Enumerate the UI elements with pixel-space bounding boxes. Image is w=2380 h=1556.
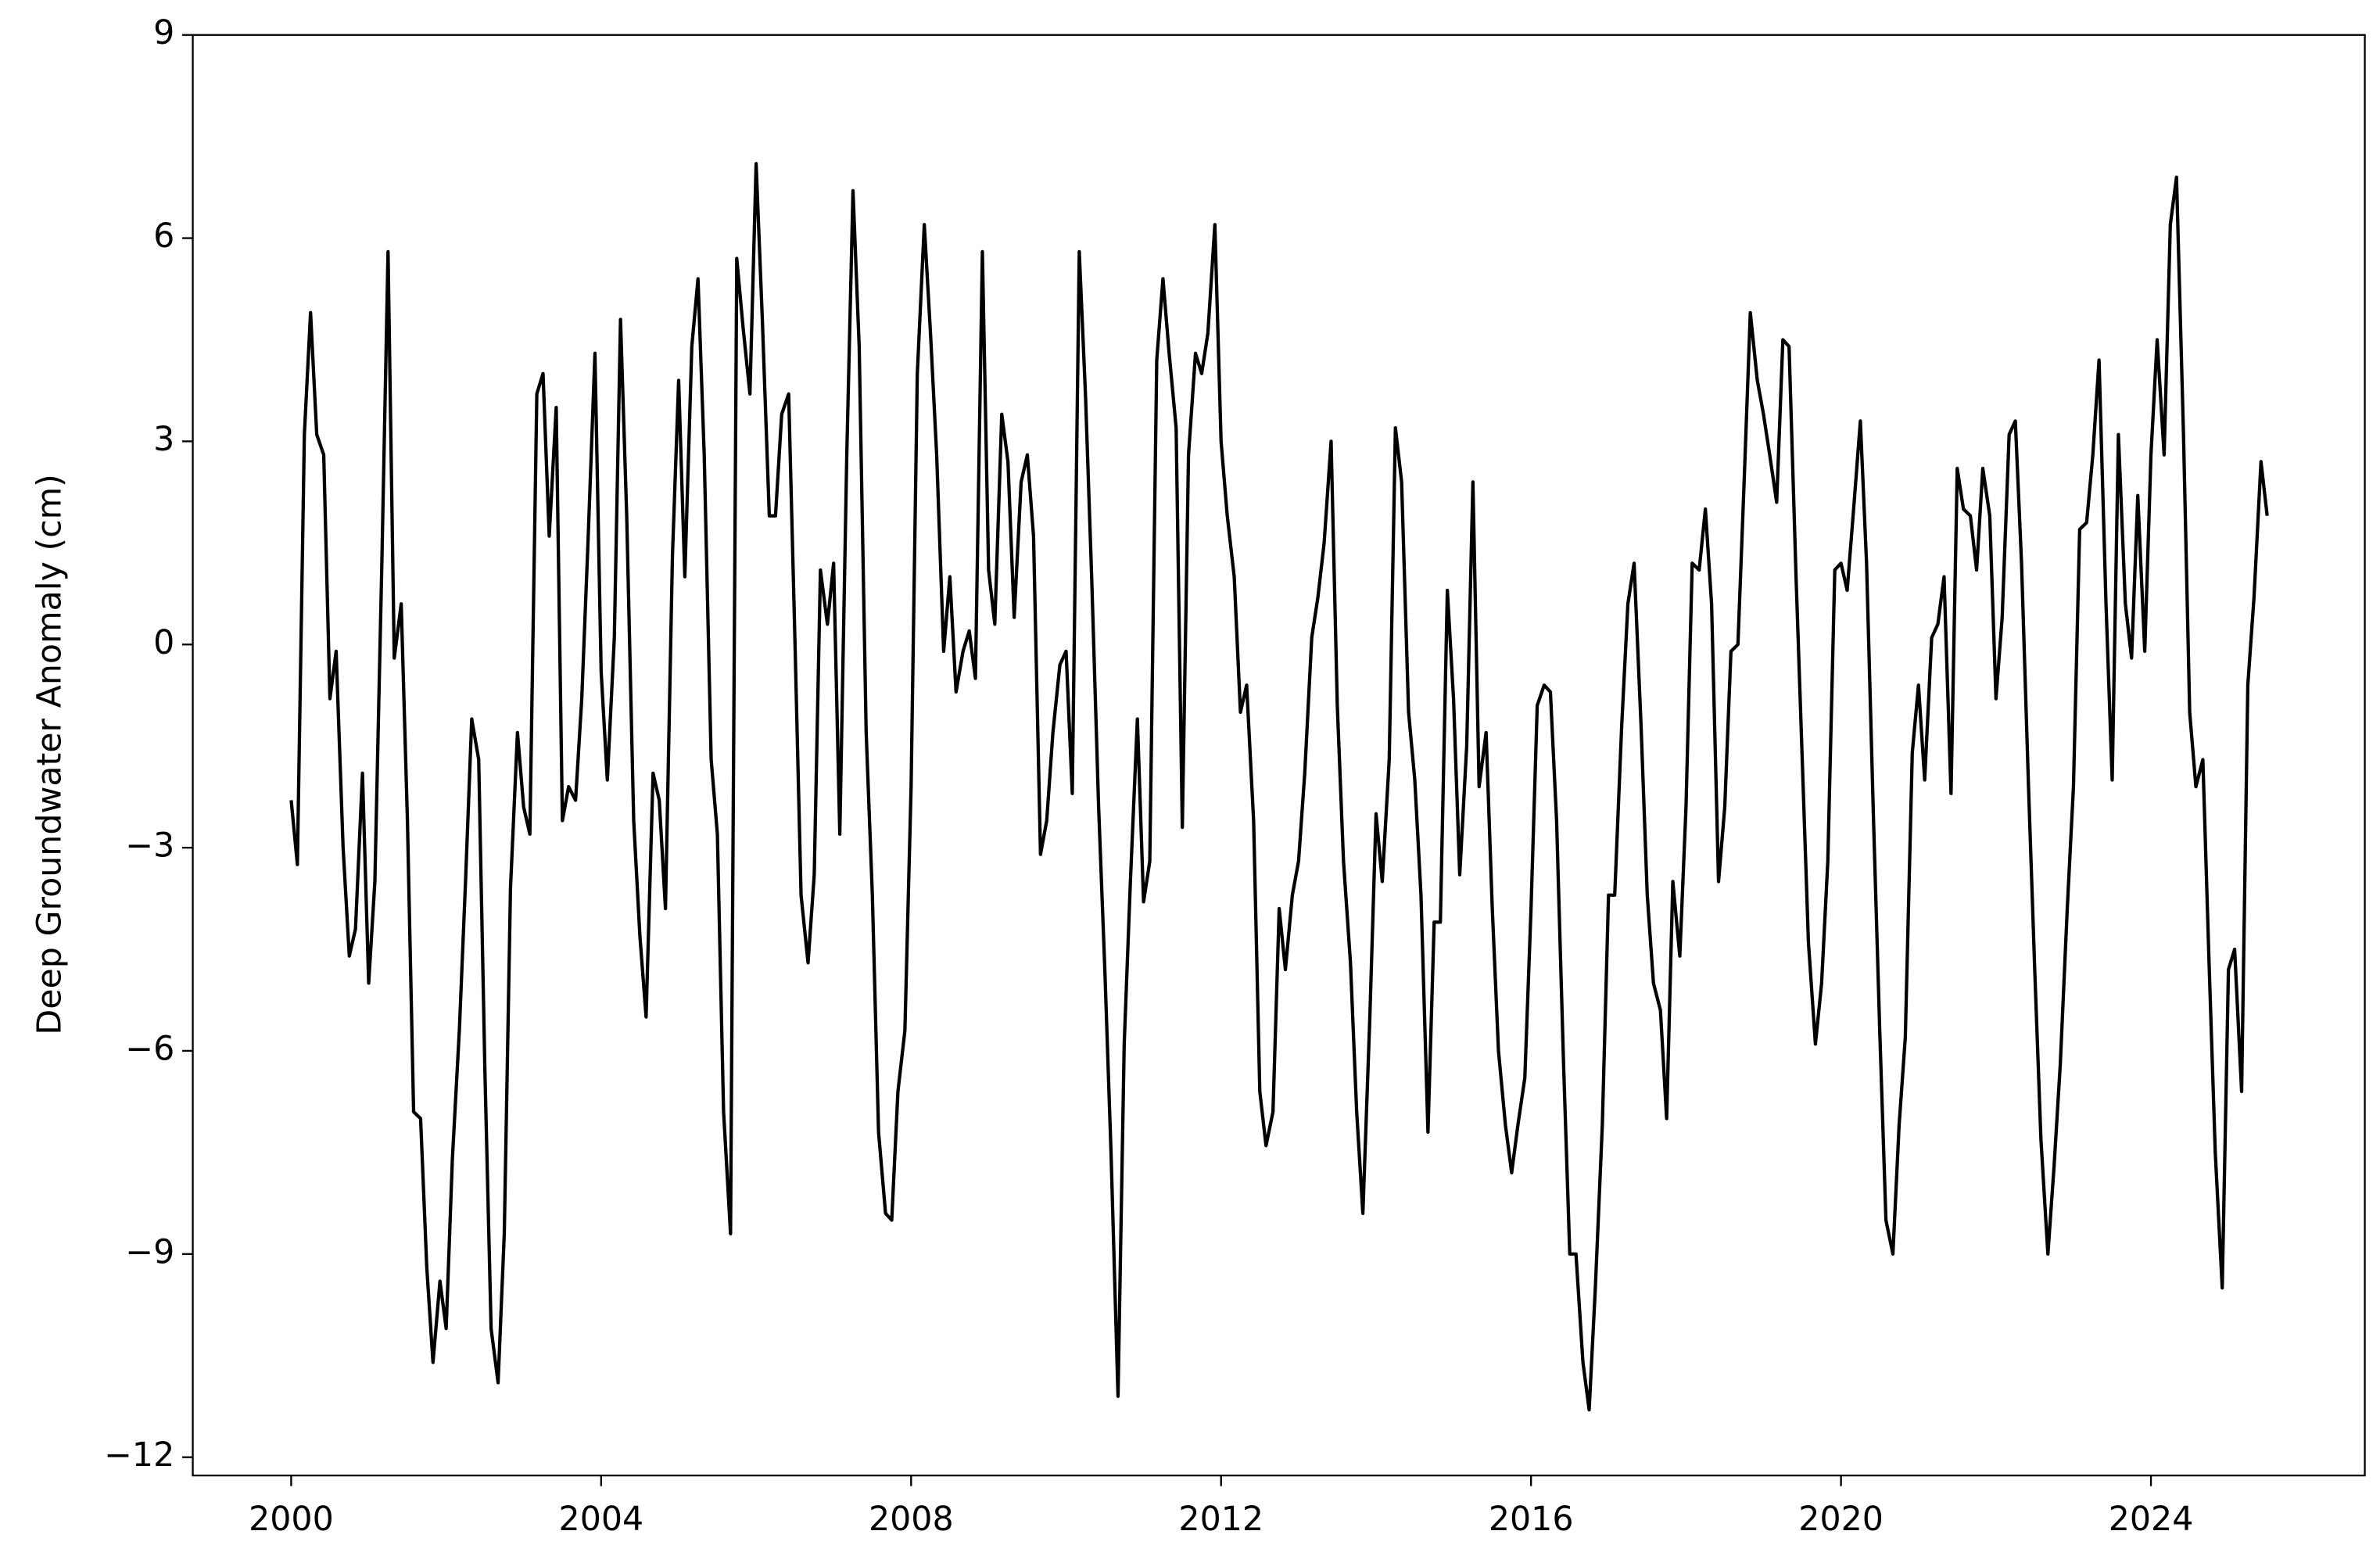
x-tick-label: 2008 [869,1500,954,1539]
y-tick-label: 9 [153,13,174,52]
x-tick-label: 2004 [559,1500,644,1539]
x-tick-label: 2020 [1798,1500,1884,1539]
y-tick-label: −6 [125,1029,174,1068]
y-tick-label: 6 [153,217,174,256]
x-tick-label: 2016 [1489,1500,1574,1539]
y-tick-label: 0 [153,623,174,662]
y-tick-label: −12 [104,1436,174,1475]
x-tick-label: 2000 [249,1500,334,1539]
x-tick-label: 2024 [2109,1500,2194,1539]
data-line [289,162,2269,1412]
y-tick-label: −9 [125,1232,174,1271]
y-tick-label: −3 [125,826,174,866]
plot-frame [192,34,2366,1477]
y-axis-label: Deep Groundwater Anomaly (cm) [30,474,70,1034]
x-tick-label: 2012 [1178,1500,1263,1539]
y-tick-label: 3 [153,420,174,459]
